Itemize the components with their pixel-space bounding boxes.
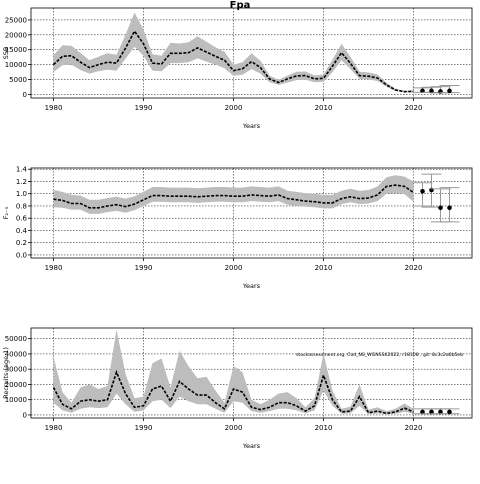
estimate-line bbox=[53, 184, 414, 209]
annotation-text: stockassessment.org, Cod_NS_WGNSSK2022, … bbox=[296, 352, 463, 358]
projection-point bbox=[429, 409, 434, 415]
x-tick-label: 2020 bbox=[405, 424, 423, 432]
x-tick-label: 1990 bbox=[135, 424, 153, 432]
y-tick-label: 30000 bbox=[5, 366, 27, 374]
y-tick-label: 0.2 bbox=[16, 239, 27, 247]
y-tick-label: 0 bbox=[23, 411, 27, 419]
projection-point bbox=[420, 188, 425, 194]
panel-2: 1980 1990 2000 2010 2020 0.0 0.2 0.4 0.6 0.8 1.0 1.… bbox=[2, 166, 473, 290]
x-tick-label: 1980 bbox=[45, 104, 63, 112]
x-tick-label: 1990 bbox=[135, 264, 153, 272]
y-tick-label: 1.4 bbox=[16, 166, 28, 174]
y-axis-label: Recruits (age 1) bbox=[2, 347, 10, 399]
y-tick-label: 40000 bbox=[5, 350, 27, 358]
x-tick-label: 2010 bbox=[315, 424, 333, 432]
x-tick-label: 2000 bbox=[225, 104, 243, 112]
y-tick-label: 20000 bbox=[5, 381, 27, 389]
y-tick-label: 0.4 bbox=[16, 227, 28, 235]
x-axis-label: Years bbox=[242, 122, 261, 130]
y-tick-label: 0.6 bbox=[16, 215, 28, 223]
confidence-band bbox=[53, 12, 414, 93]
x-axis-label: Years bbox=[242, 282, 261, 290]
y-axis-label: F₂₋₅ bbox=[2, 206, 10, 219]
x-tick-label: 1980 bbox=[45, 264, 63, 272]
projection-point bbox=[438, 205, 443, 211]
panel-3: 1980 1990 2000 2010 2020 0 10000 20000 30000 4000… bbox=[2, 327, 473, 450]
projection-point bbox=[447, 409, 452, 415]
y-tick-label: 15000 bbox=[5, 46, 27, 54]
projection-point bbox=[429, 88, 434, 94]
x-tick-label: 2000 bbox=[225, 424, 243, 432]
plot-frame bbox=[30, 7, 473, 99]
x-axis-label: Years bbox=[242, 442, 261, 450]
x-tick-label: 2010 bbox=[315, 104, 333, 112]
chart-panels: 1980 1990 2000 2010 202005000100001500020000… bbox=[2, 7, 473, 450]
plot-frame bbox=[30, 327, 473, 419]
projection-point bbox=[438, 409, 443, 415]
y-tick-label: 20000 bbox=[5, 31, 27, 39]
estimate-line bbox=[52, 369, 414, 415]
y-tick-label: 25000 bbox=[5, 16, 27, 24]
y-tick-label: 1.2 bbox=[16, 178, 27, 186]
y-tick-label: 0 bbox=[23, 91, 27, 99]
confidence-band bbox=[53, 175, 414, 214]
x-tick-label: 2020 bbox=[405, 104, 423, 112]
x-tick-label: 1990 bbox=[135, 104, 153, 112]
y-tick-label: 1.0 bbox=[16, 190, 27, 198]
projection-point bbox=[447, 88, 452, 94]
y-axis-label: SSB bbox=[2, 47, 10, 60]
y-tick-label: 10000 bbox=[5, 61, 27, 69]
y-tick-label: 0.0 bbox=[16, 251, 27, 259]
estimate-line bbox=[52, 29, 414, 93]
panel-1: 1980 1990 2000 2010 2020 0 5000 10000 15000 20000… bbox=[2, 7, 473, 130]
y-tick-label: 5000 bbox=[9, 76, 27, 84]
confidence-band bbox=[53, 329, 414, 415]
y-tick-label: 50000 bbox=[5, 335, 27, 343]
x-tick-label: 2000 bbox=[225, 264, 243, 272]
projection-point bbox=[447, 205, 452, 211]
x-tick-label: 2010 bbox=[315, 264, 333, 272]
x-tick-label: 2020 bbox=[405, 264, 423, 272]
y-tick-label: 0.8 bbox=[16, 202, 27, 210]
projection-point bbox=[420, 409, 425, 415]
figure-title: Fpa bbox=[230, 0, 251, 11]
y-tick-label: 10000 bbox=[5, 396, 27, 404]
x-tick-label: 1980 bbox=[45, 424, 63, 432]
plot-frame bbox=[30, 167, 473, 259]
